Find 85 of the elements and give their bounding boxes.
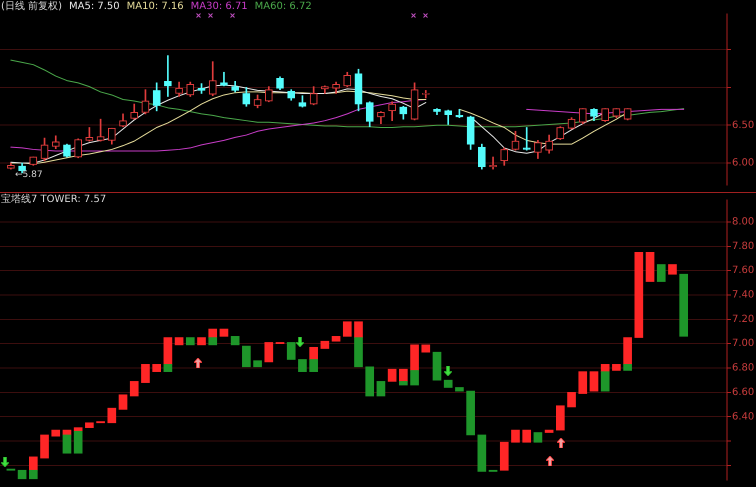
bar bbox=[264, 342, 274, 362]
bar bbox=[62, 434, 72, 454]
bar bbox=[230, 336, 240, 346]
bar bbox=[208, 337, 218, 346]
chart-title: (日线 前复权) bbox=[1, 1, 62, 12]
bar bbox=[388, 368, 396, 382]
bar bbox=[511, 430, 520, 443]
bar bbox=[623, 364, 632, 371]
text: MA30: 6.71 bbox=[190, 1, 248, 12]
bar bbox=[354, 337, 363, 368]
bar bbox=[51, 430, 60, 437]
bar bbox=[500, 442, 509, 471]
bar bbox=[376, 381, 386, 396]
bar bbox=[668, 264, 677, 275]
bar bbox=[28, 470, 38, 480]
y-tick-label: 6.00 bbox=[732, 158, 754, 169]
bar bbox=[410, 344, 419, 371]
bar bbox=[522, 430, 532, 443]
bar bbox=[399, 368, 408, 382]
bar bbox=[107, 408, 116, 424]
bar bbox=[365, 366, 374, 396]
bar bbox=[164, 337, 172, 365]
y-tick-label: 7.80 bbox=[732, 240, 754, 252]
chart-title: 宝塔线7 TOWER: 7.57 bbox=[1, 194, 106, 205]
bar bbox=[354, 321, 363, 338]
bar bbox=[286, 342, 296, 360]
bar bbox=[332, 336, 340, 342]
y-tick-label: 6.80 bbox=[732, 362, 754, 374]
bar bbox=[342, 321, 352, 337]
bar bbox=[466, 390, 475, 436]
bar bbox=[634, 252, 644, 338]
bar bbox=[40, 434, 49, 458]
bar bbox=[612, 364, 621, 371]
bar bbox=[544, 430, 554, 433]
bar bbox=[309, 359, 318, 372]
bar bbox=[197, 337, 206, 346]
bar bbox=[253, 360, 262, 368]
bar bbox=[656, 264, 666, 282]
text: MA10: 7.16 bbox=[126, 1, 184, 12]
bar bbox=[186, 337, 195, 346]
y-tick-label: 7.20 bbox=[732, 314, 754, 325]
bar bbox=[578, 371, 588, 394]
y-tick-label: 6.40 bbox=[732, 411, 754, 422]
bar bbox=[174, 337, 184, 346]
bar bbox=[623, 337, 632, 365]
bar bbox=[600, 364, 610, 372]
y-tick-label: 6.50 bbox=[732, 120, 754, 131]
bar bbox=[478, 434, 486, 472]
bar bbox=[432, 352, 442, 381]
bar bbox=[242, 346, 251, 368]
bar bbox=[567, 392, 576, 408]
candlestick bbox=[220, 72, 228, 86]
bar bbox=[600, 371, 610, 392]
bar bbox=[455, 387, 464, 392]
y-tick-label: 8.00 bbox=[732, 216, 754, 228]
bar bbox=[28, 456, 38, 471]
bar bbox=[421, 344, 430, 353]
y-tick-label: 7.00 bbox=[732, 338, 754, 350]
bar bbox=[74, 430, 82, 454]
bar bbox=[444, 380, 453, 388]
bar bbox=[164, 364, 172, 372]
bar bbox=[85, 422, 94, 428]
bar bbox=[534, 432, 542, 443]
bar bbox=[208, 328, 218, 338]
bar bbox=[399, 381, 408, 386]
bar bbox=[309, 346, 318, 360]
bar bbox=[646, 252, 654, 282]
bar bbox=[590, 371, 598, 392]
y-tick-label: 7.60 bbox=[732, 265, 754, 276]
text: MA5: 7.50 bbox=[68, 1, 120, 12]
y-tick-label: 6.60 bbox=[732, 386, 754, 398]
bar bbox=[130, 381, 139, 396]
bar bbox=[298, 359, 307, 372]
bar bbox=[556, 405, 565, 430]
bar bbox=[410, 370, 419, 386]
annotation: ←5.87 bbox=[15, 170, 43, 180]
bar bbox=[320, 340, 330, 349]
bar bbox=[118, 394, 128, 410]
text: MA60: 6.72 bbox=[254, 1, 312, 12]
y-tick-label: 7.40 bbox=[732, 290, 754, 301]
bar bbox=[152, 364, 161, 372]
bar bbox=[18, 470, 26, 480]
bar bbox=[679, 274, 688, 337]
bar bbox=[141, 364, 150, 383]
bar bbox=[220, 328, 228, 337]
